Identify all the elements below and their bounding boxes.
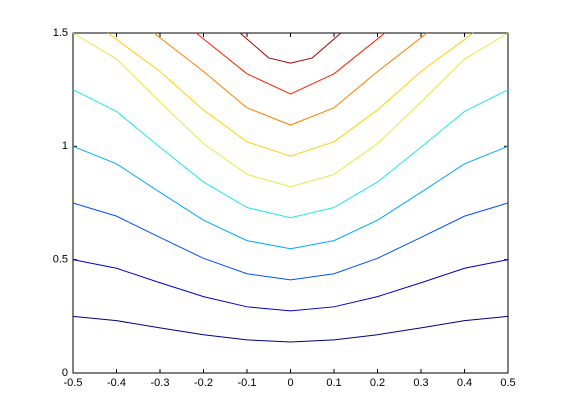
x-tick-label: 0.2 bbox=[370, 377, 385, 389]
x-tick-label: 0.5 bbox=[500, 377, 515, 389]
x-tick-label: 0.1 bbox=[326, 377, 341, 389]
x-tick-label: 0.4 bbox=[457, 377, 472, 389]
contour-line bbox=[72, 259, 509, 312]
x-tick-label: 0 bbox=[287, 377, 293, 389]
contour-line bbox=[239, 32, 342, 64]
y-tick-label: 0 bbox=[62, 367, 68, 379]
contour-line bbox=[153, 32, 428, 126]
y-tick-label: 0.5 bbox=[53, 254, 68, 266]
y-tick-label: 1 bbox=[62, 140, 68, 152]
contour-line bbox=[195, 32, 386, 95]
contour-line bbox=[72, 89, 509, 219]
plot-frame bbox=[72, 32, 509, 374]
contour-line bbox=[72, 202, 509, 281]
contour-line bbox=[107, 32, 474, 157]
x-tick-label: -0.3 bbox=[151, 377, 170, 389]
contour-line bbox=[72, 145, 509, 250]
x-tick-label: -0.1 bbox=[238, 377, 257, 389]
contour-line bbox=[72, 315, 509, 343]
x-tick-label: 0.3 bbox=[413, 377, 428, 389]
y-tick-label: 1.5 bbox=[53, 27, 68, 39]
x-tick-label: -0.4 bbox=[107, 377, 126, 389]
contour-line bbox=[72, 32, 509, 188]
x-tick-label: -0.5 bbox=[64, 377, 83, 389]
x-tick-label: -0.2 bbox=[194, 377, 213, 389]
